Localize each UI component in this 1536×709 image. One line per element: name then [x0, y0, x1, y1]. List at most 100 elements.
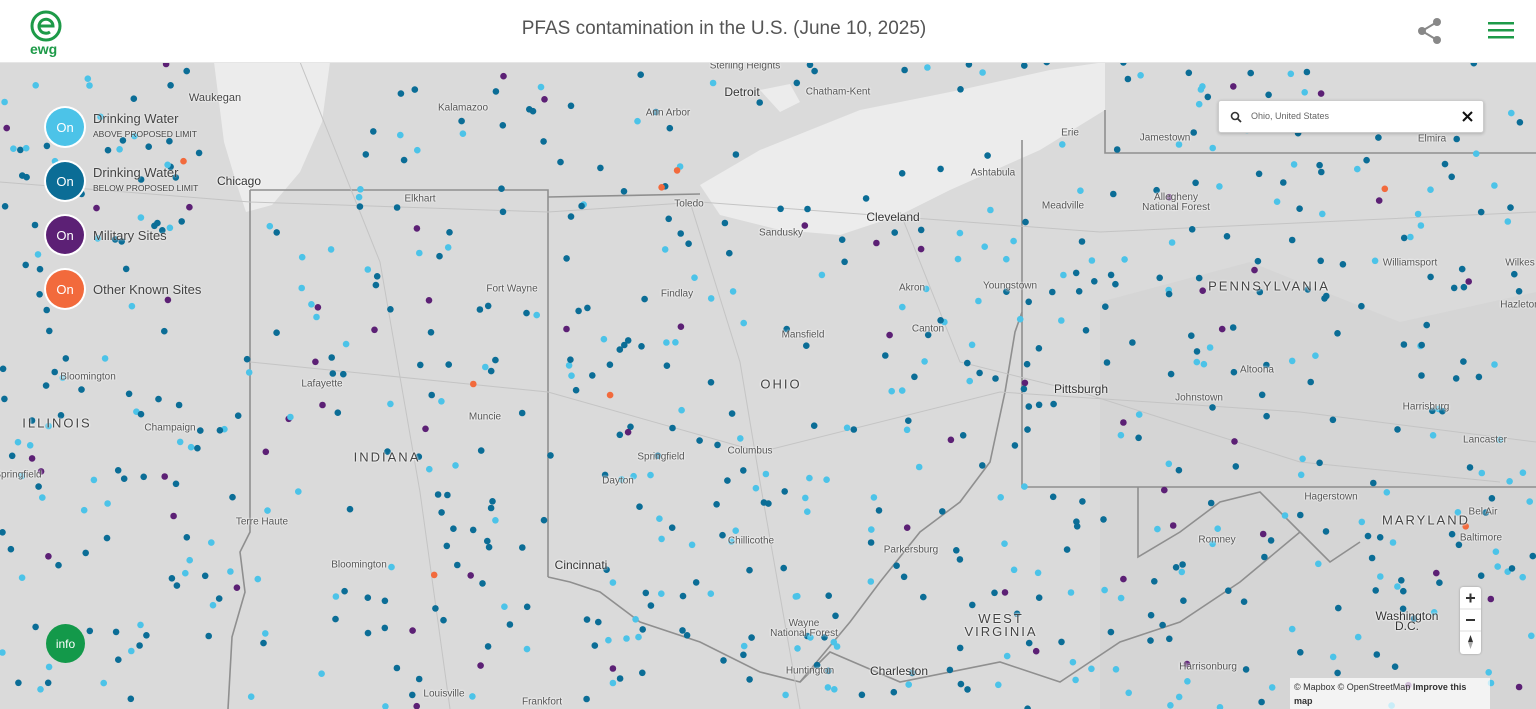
site-dot[interactable] [227, 568, 234, 575]
site-dot[interactable] [295, 488, 302, 495]
site-dot[interactable] [672, 339, 679, 346]
site-dot[interactable] [567, 102, 575, 110]
site-dot[interactable] [357, 186, 364, 193]
site-dot[interactable] [172, 174, 180, 181]
site-dot[interactable] [1195, 274, 1203, 282]
site-dot[interactable] [1001, 589, 1009, 596]
site-dot[interactable] [175, 401, 183, 409]
site-dot[interactable] [609, 665, 617, 672]
site-dot[interactable] [55, 561, 62, 569]
site-dot[interactable] [1460, 283, 1468, 291]
site-dot[interactable] [1025, 403, 1033, 410]
site-dot[interactable] [673, 167, 681, 174]
site-dot[interactable] [1398, 577, 1405, 584]
site-dot[interactable] [371, 326, 378, 334]
site-dot[interactable] [903, 524, 911, 531]
site-dot[interactable] [440, 616, 447, 624]
site-dot[interactable] [266, 222, 274, 230]
site-dot[interactable] [137, 176, 145, 183]
site-dot[interactable] [1125, 689, 1132, 697]
site-dot[interactable] [603, 566, 610, 573]
site-dot[interactable] [946, 666, 954, 674]
site-dot[interactable] [663, 339, 670, 346]
site-dot[interactable] [1492, 548, 1500, 555]
site-dot[interactable] [1288, 236, 1296, 244]
site-dot[interactable] [1288, 357, 1296, 365]
site-dot[interactable] [1316, 161, 1323, 169]
site-dot[interactable] [635, 633, 642, 641]
site-dot[interactable] [1166, 635, 1173, 643]
site-dot[interactable] [781, 488, 788, 495]
site-dot[interactable] [568, 372, 575, 380]
site-dot[interactable] [500, 72, 507, 80]
site-dot[interactable] [1185, 69, 1193, 77]
site-dot[interactable] [3, 124, 11, 132]
site-dot[interactable] [332, 615, 339, 623]
site-dot[interactable] [1067, 589, 1075, 596]
site-dot[interactable] [583, 616, 591, 623]
site-dot[interactable] [652, 108, 660, 116]
site-dot[interactable] [356, 203, 364, 210]
site-dot[interactable] [62, 355, 70, 362]
site-dot[interactable] [1112, 666, 1120, 673]
site-dot[interactable] [862, 195, 870, 202]
site-dot[interactable] [804, 508, 811, 515]
site-dot[interactable] [1100, 516, 1107, 523]
site-dot[interactable] [430, 571, 438, 579]
site-dot[interactable] [1448, 173, 1455, 181]
site-dot[interactable] [104, 500, 111, 507]
site-dot[interactable] [364, 629, 372, 637]
site-dot[interactable] [1334, 669, 1341, 677]
site-dot[interactable] [609, 579, 617, 586]
site-dot[interactable] [1156, 274, 1163, 282]
site-dot[interactable] [10, 145, 17, 152]
site-dot[interactable] [709, 79, 717, 87]
site-dot[interactable] [583, 695, 590, 703]
site-dot[interactable] [540, 516, 548, 524]
site-dot[interactable] [413, 225, 421, 232]
site-dot[interactable] [1399, 605, 1407, 613]
site-dot[interactable] [469, 526, 477, 534]
site-dot[interactable] [1429, 407, 1436, 415]
site-dot[interactable] [1335, 604, 1342, 612]
site-dot[interactable] [1021, 62, 1028, 69]
site-dot[interactable] [166, 224, 174, 232]
site-dot[interactable] [1117, 594, 1125, 602]
site-dot[interactable] [1069, 658, 1077, 666]
site-dot[interactable] [1315, 560, 1322, 568]
site-dot[interactable] [801, 222, 809, 229]
site-dot[interactable] [122, 265, 130, 273]
site-dot[interactable] [1414, 210, 1422, 218]
site-dot[interactable] [1251, 266, 1258, 274]
site-dot[interactable] [90, 476, 98, 484]
site-dot[interactable] [37, 686, 44, 693]
site-dot[interactable] [452, 462, 459, 469]
site-dot[interactable] [477, 447, 485, 454]
site-dot[interactable] [639, 669, 646, 677]
site-dot[interactable] [1072, 269, 1080, 277]
site-dot[interactable] [1167, 370, 1175, 378]
site-dot[interactable] [921, 358, 928, 365]
site-dot[interactable] [436, 252, 443, 260]
site-dot[interactable] [195, 149, 203, 157]
site-dot[interactable] [1370, 479, 1377, 487]
site-dot[interactable] [427, 329, 435, 336]
site-dot[interactable] [1400, 587, 1407, 595]
site-dot[interactable] [28, 455, 36, 462]
site-dot[interactable] [979, 462, 986, 469]
site-dot[interactable] [1290, 161, 1298, 168]
site-dot[interactable] [1454, 509, 1462, 516]
site-dot[interactable] [1427, 186, 1434, 193]
site-dot[interactable] [479, 580, 486, 587]
site-dot[interactable] [1025, 298, 1032, 306]
site-dot[interactable] [1247, 69, 1254, 77]
site-dot[interactable] [903, 426, 911, 434]
site-dot[interactable] [905, 681, 912, 688]
site-dot[interactable] [638, 343, 645, 350]
site-dot[interactable] [591, 642, 599, 649]
site-dot[interactable] [620, 188, 628, 195]
site-dot[interactable] [273, 229, 281, 236]
site-dot[interactable] [234, 412, 242, 420]
site-dot[interactable] [806, 62, 814, 69]
site-dot[interactable] [563, 255, 570, 262]
